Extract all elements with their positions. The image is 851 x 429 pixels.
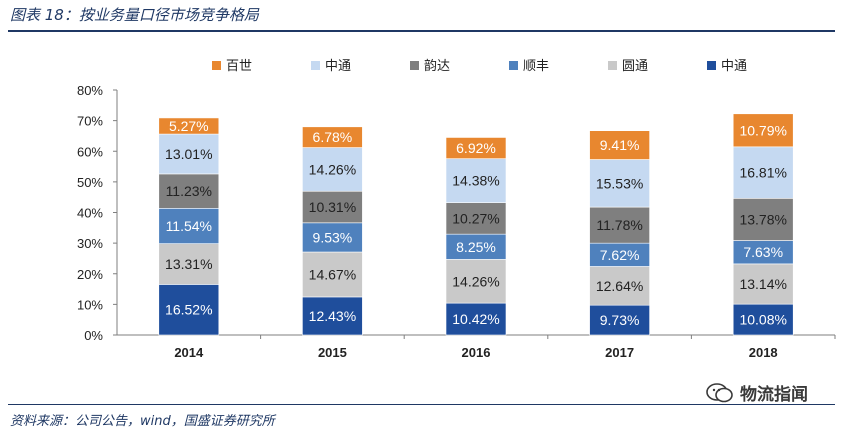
data-label: 7.62%	[600, 247, 640, 263]
bar-segment	[732, 303, 794, 336]
legend-label: 圆通	[622, 59, 648, 74]
bar-segment	[732, 113, 794, 148]
chart-axes: 0% 10% 20% 30% 40% 50% 60% 70% 80% 2014 2015 2016 20…	[77, 83, 836, 360]
chat-bubble-icon	[706, 382, 733, 402]
legend-label: 韵达	[424, 59, 450, 74]
data-label: 13.01%	[165, 146, 212, 162]
bar-segment	[445, 202, 507, 235]
bar-segment	[158, 243, 220, 285]
legend-label: 百世	[226, 59, 252, 74]
bar-segment	[589, 130, 650, 160]
watermark: 物流指闻	[706, 380, 808, 405]
data-label: 16.52%	[165, 302, 212, 318]
data-label: 11.54%	[166, 218, 212, 234]
data-label: 10.31%	[309, 199, 356, 215]
chart-legend: 百世 中通 韵达 顺丰 圆通 中通	[212, 59, 747, 74]
data-label: 10.08%	[739, 312, 786, 328]
data-label: 12.64%	[596, 278, 643, 294]
bottom-rule	[8, 404, 835, 405]
bar-segment	[158, 173, 220, 209]
legend-swatch	[707, 61, 716, 70]
data-label: 10.79%	[739, 122, 786, 138]
data-label: 16.81%	[739, 165, 786, 181]
data-label: 10.27%	[452, 210, 499, 226]
bar-segment	[302, 222, 363, 253]
bar-segment	[732, 263, 794, 305]
legend-label: 中通	[721, 59, 747, 74]
x-tick-label: 2014	[174, 345, 204, 360]
legend-swatch	[311, 61, 320, 70]
data-label: 14.67%	[309, 266, 356, 282]
stacked-bar-chart: 0% 10% 20% 30% 40% 50% 60% 70% 80% 2014 2015 2016 20…	[77, 59, 836, 360]
x-tick-label: 2015	[318, 345, 347, 360]
data-label: 9.53%	[313, 229, 353, 245]
bar-segment	[445, 137, 507, 159]
data-label: 11.78%	[596, 217, 642, 233]
bar-segment	[158, 284, 220, 336]
bar-segment	[732, 146, 794, 199]
data-label: 14.38%	[452, 173, 499, 189]
bar-segment	[732, 198, 794, 241]
legend-swatch	[509, 61, 518, 70]
bar-segment	[302, 296, 363, 336]
data-label: 13.14%	[739, 276, 786, 292]
data-label: 8.25%	[456, 239, 496, 255]
bar-segment	[302, 190, 363, 224]
bar-segment	[589, 159, 650, 208]
top-rule	[8, 30, 835, 32]
bar-segment	[445, 259, 507, 304]
bar-segment	[445, 158, 507, 204]
bar-segment	[445, 302, 507, 336]
data-label: 15.53%	[596, 175, 643, 191]
y-tick-label: 40%	[77, 206, 103, 221]
y-tick-label: 0%	[84, 328, 103, 343]
data-label: 6.92%	[456, 140, 496, 156]
bar-segment	[589, 206, 650, 244]
bar-segment	[302, 147, 363, 192]
y-tick-label: 20%	[77, 267, 103, 282]
x-tick-label: 2018	[749, 345, 778, 360]
data-label: 13.31%	[165, 256, 212, 272]
bar-segment	[158, 117, 220, 135]
bar-segment	[302, 251, 363, 298]
source-note: 资料来源：公司公告，wind，国盛证券研究所	[10, 414, 275, 429]
bar-segment	[158, 133, 220, 175]
data-label: 11.23%	[166, 183, 212, 199]
legend-label: 顺丰	[523, 59, 549, 74]
legend-swatch	[608, 61, 617, 70]
bar-segment	[158, 208, 220, 244]
bar-segment	[302, 126, 363, 148]
watermark-text: 物流指闻	[740, 385, 808, 405]
y-tick-label: 80%	[77, 83, 103, 98]
legend-swatch	[410, 61, 419, 70]
data-label: 14.26%	[309, 161, 356, 177]
data-label: 14.26%	[452, 273, 499, 289]
figure-title: 图表 18：按业务量口径市场竞争格局	[10, 6, 259, 24]
data-label: 5.27%	[169, 118, 209, 134]
y-tick-label: 30%	[77, 236, 103, 251]
x-tick-label: 2017	[605, 345, 634, 360]
data-label: 9.73%	[600, 312, 640, 328]
data-label: 10.42%	[452, 311, 499, 327]
legend-swatch	[212, 61, 221, 70]
chart-bars: 16.52% 13.31% 11.54% 11.23% 13.01% 5.27% 12.43…	[158, 113, 794, 336]
y-tick-label: 10%	[77, 297, 103, 312]
legend-label: 中通	[325, 59, 351, 74]
data-label: 9.41%	[600, 137, 640, 153]
x-tick-label: 2016	[462, 345, 491, 360]
data-label: 13.78%	[739, 211, 786, 227]
y-tick-label: 50%	[77, 175, 103, 190]
y-tick-label: 60%	[77, 144, 103, 159]
y-tick-label: 70%	[77, 114, 103, 129]
data-label: 6.78%	[313, 129, 353, 145]
data-label: 12.43%	[309, 308, 356, 324]
data-label: 7.63%	[743, 244, 783, 260]
